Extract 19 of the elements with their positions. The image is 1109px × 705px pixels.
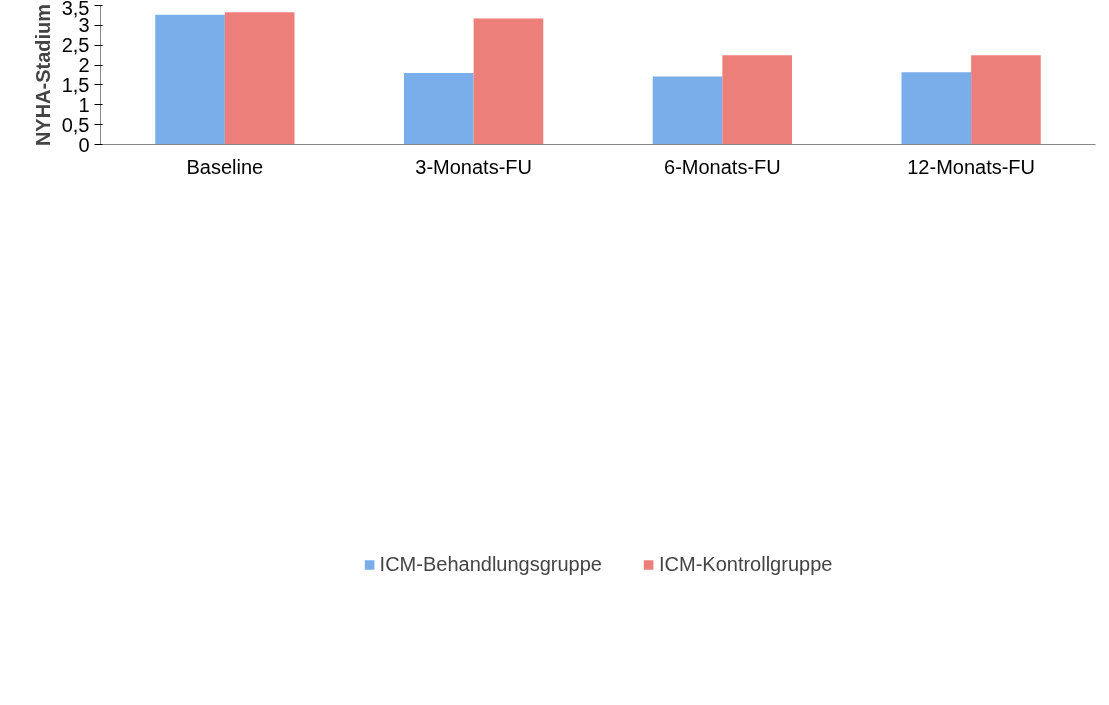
y-tick-label: 1 [78, 93, 90, 116]
bar [722, 55, 793, 145]
bar [971, 55, 1041, 145]
x-tick-label: Baseline [186, 155, 264, 178]
y-axis-title: NYHA-Stadium [31, 3, 54, 147]
x-tick-label: 3-Monats-FU [415, 155, 532, 178]
y-tick-label: 0 [78, 133, 90, 156]
legend-label: ICM-Kontrollgruppe [658, 552, 833, 576]
legend-label: ICM-Behandlungsgruppe [379, 552, 602, 576]
bar [473, 18, 544, 145]
bar [901, 72, 972, 145]
bar [652, 76, 723, 145]
bar [403, 73, 474, 145]
y-tick-label: 2,5 [61, 34, 90, 57]
x-tick-label: 12-Monats-FU [907, 155, 1036, 178]
y-tick-label: 0,5 [61, 113, 90, 136]
bar [155, 14, 225, 145]
x-tick-label: 6-Monats-FU [664, 155, 781, 178]
bar [224, 12, 295, 145]
